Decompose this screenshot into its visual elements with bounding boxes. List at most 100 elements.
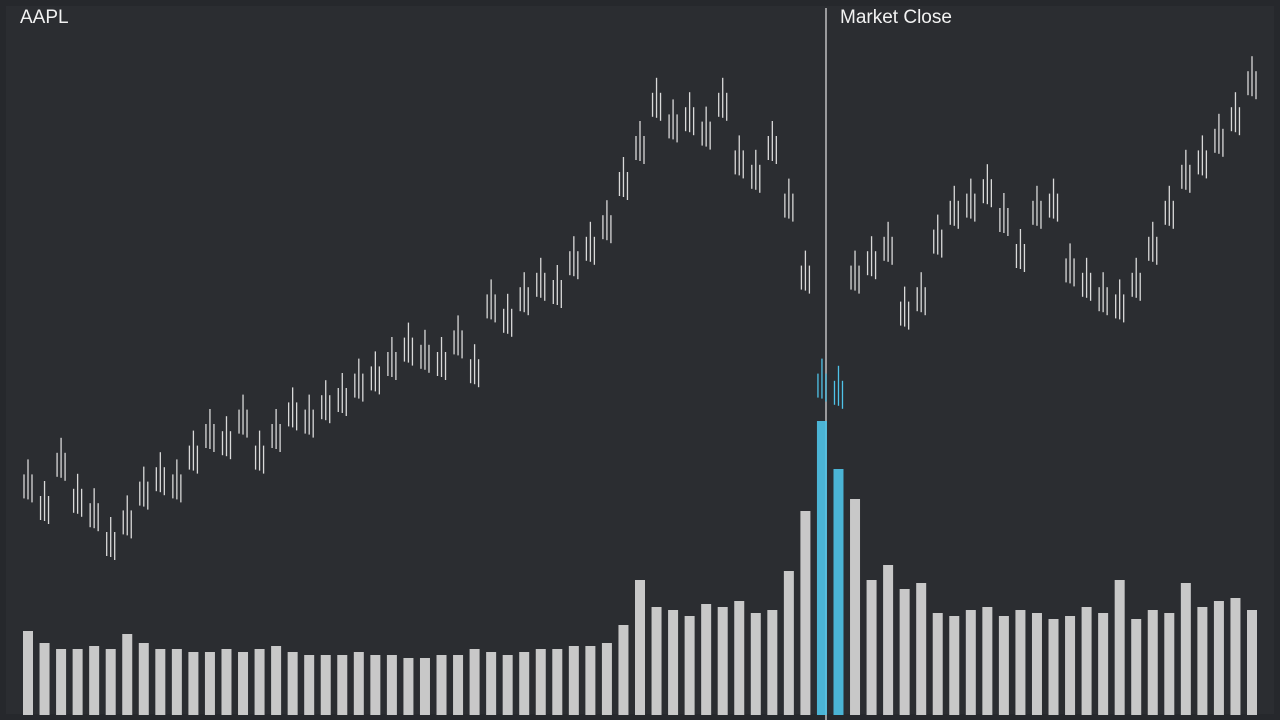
volume-bar	[767, 610, 778, 715]
price-candle	[1131, 257, 1141, 301]
price-candle	[1230, 92, 1241, 136]
price-candle	[503, 293, 513, 337]
price-candle	[1065, 243, 1075, 287]
price-candle	[916, 272, 926, 316]
price-candle	[618, 157, 629, 200]
price-candle	[734, 135, 744, 179]
volume-bar	[304, 655, 315, 715]
volume-bar	[1031, 613, 1042, 715]
volume-bar	[320, 655, 331, 715]
volume-bar	[535, 649, 546, 715]
price-candle	[536, 257, 546, 301]
price-candle	[684, 92, 695, 136]
volume-bar	[287, 652, 298, 715]
price-candle	[1115, 279, 1125, 323]
price-candle	[387, 337, 397, 380]
price-candle	[933, 214, 943, 258]
price-candle	[651, 77, 662, 121]
volume-bar	[965, 610, 976, 715]
price-candle	[486, 279, 496, 323]
price-candle	[784, 178, 794, 222]
volume-bar	[833, 469, 844, 715]
price-candle	[337, 373, 347, 416]
volume-bar	[23, 631, 33, 715]
price-candle	[866, 236, 877, 280]
price-candle	[850, 250, 860, 294]
price-candle	[817, 358, 827, 402]
volume-bar	[982, 607, 993, 715]
price-candle	[982, 164, 993, 208]
price-candle	[287, 387, 298, 431]
price-candle	[321, 380, 331, 424]
volume-bar	[1247, 610, 1257, 715]
price-candle	[453, 315, 463, 359]
volume-bar	[750, 613, 761, 715]
price-candle	[403, 322, 414, 366]
price-candle	[602, 200, 612, 244]
volume-bar	[56, 649, 67, 715]
volume-bar	[668, 610, 679, 715]
price-candle	[238, 394, 248, 438]
volume-bar	[353, 652, 364, 715]
volume-bar	[370, 655, 381, 715]
price-candle	[966, 178, 976, 222]
volume-bar	[1114, 580, 1125, 715]
price-candle	[23, 459, 33, 503]
price-candle	[1181, 149, 1191, 193]
volume-bar	[585, 646, 596, 715]
price-candle	[89, 488, 99, 532]
price-candle	[1098, 272, 1108, 316]
volume-bar	[1015, 610, 1026, 715]
price-candle	[668, 99, 678, 143]
price-candle	[635, 121, 645, 164]
volume-bar	[221, 649, 232, 715]
volume-bar	[386, 655, 397, 715]
volume-bar	[866, 580, 877, 715]
price-candle	[205, 409, 215, 452]
price-candle	[122, 495, 132, 539]
volume-bar	[519, 652, 530, 715]
volume-bar	[552, 649, 563, 715]
volume-bar	[122, 634, 133, 715]
volume-bar	[188, 652, 199, 715]
volume-bar	[337, 655, 348, 715]
volume-bar	[635, 580, 645, 715]
volume-bar	[883, 565, 894, 715]
volume-bar	[1065, 616, 1076, 715]
price-candle	[751, 149, 761, 193]
volume-bar	[998, 616, 1009, 715]
volume-bar	[1147, 610, 1158, 715]
price-candle	[767, 121, 777, 164]
volume-bar	[932, 613, 943, 715]
volume-bar	[734, 601, 745, 715]
volume-bar	[684, 616, 695, 715]
price-candle	[701, 106, 711, 150]
volume-bar	[436, 655, 447, 715]
volume-bar	[204, 652, 215, 715]
volume-bar	[800, 511, 811, 715]
price-candle	[1247, 56, 1257, 100]
price-candle	[883, 221, 893, 265]
volume-bar	[949, 616, 960, 715]
volume-bar	[1230, 598, 1241, 715]
volume-bar	[1098, 613, 1109, 715]
price-candle	[552, 265, 562, 308]
price-candle	[1197, 135, 1208, 179]
volume-bar	[155, 649, 166, 715]
price-candle	[370, 351, 381, 395]
price-candle	[254, 430, 265, 474]
price-candle	[800, 250, 811, 294]
volume-bar	[651, 607, 662, 715]
price-candle	[72, 473, 83, 517]
price-candle	[519, 272, 529, 316]
price-candle	[1164, 185, 1174, 229]
price-candle	[949, 185, 959, 229]
price-candle	[304, 394, 314, 438]
chart-title: AAPL	[20, 7, 69, 28]
price-candle	[188, 430, 199, 474]
volume-bar	[1180, 583, 1191, 715]
volume-bar	[916, 583, 927, 715]
price-candle	[1214, 113, 1224, 157]
price-candle	[106, 517, 116, 560]
price-candle	[221, 416, 232, 460]
